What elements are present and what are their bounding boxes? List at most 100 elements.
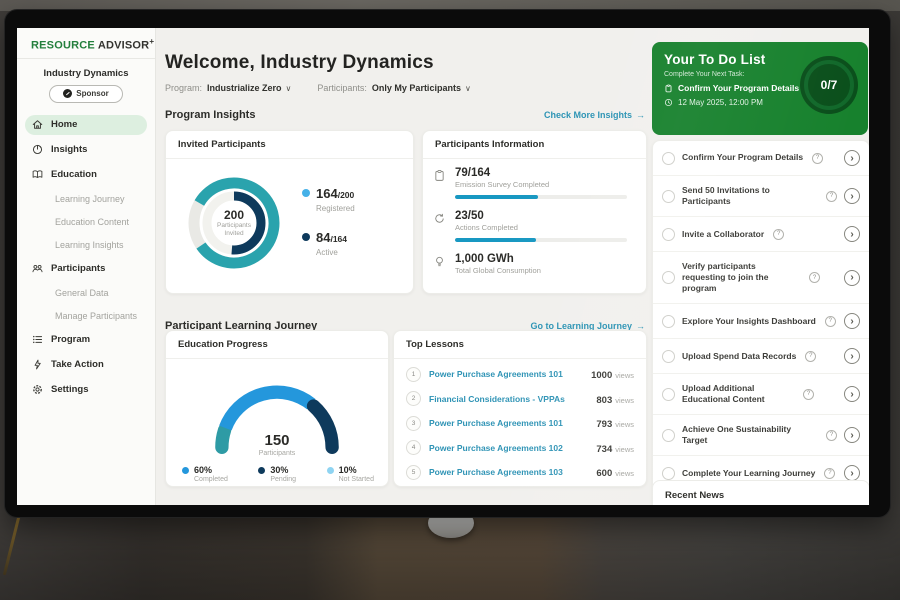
lesson-row[interactable]: 4 Power Purchase Agreements 102 734 views [394, 436, 646, 461]
program-filter[interactable]: Program: Industrialize Zero ∨ [165, 83, 291, 93]
lesson-rank: 5 [406, 464, 421, 480]
task-checkbox[interactable] [662, 271, 675, 285]
learning-journey-header: Participant Learning Journey Go to Learn… [165, 320, 645, 332]
gauge-center-value: 150 [264, 432, 290, 449]
task-row[interactable]: Achieve One Sustainability Target ? › [653, 415, 869, 457]
info-icon[interactable]: ? [824, 467, 836, 479]
sidebar-item-program[interactable]: Program [25, 330, 147, 350]
todo-due-date: 12 May 2025, 12:00 PM [664, 98, 800, 107]
task-go-button[interactable]: › [844, 348, 860, 365]
invited-participants-donut-chart: 200 Participants Invited [180, 169, 288, 277]
bulb-icon [433, 255, 447, 269]
lesson-row[interactable]: 5 Power Purchase Agreements 103 600 views [394, 460, 646, 485]
sidebar-item-home[interactable]: Home [25, 114, 147, 135]
task-row[interactable]: Invite a Collaborator ? › [653, 217, 869, 253]
sidebar-item-manage-participants[interactable]: Manage Participants [55, 310, 138, 321]
task-row[interactable]: Upload Spend Data Records ? › [653, 339, 869, 375]
lesson-link[interactable]: Power Purchase Agreements 101 [429, 369, 563, 380]
actions-icon [433, 212, 447, 226]
sponsor-label: Sponsor [76, 89, 109, 99]
info-icon[interactable]: ? [773, 228, 785, 240]
lesson-link[interactable]: Power Purchase Agreements 101 [429, 418, 563, 429]
task-go-button[interactable]: › [844, 269, 860, 286]
top-lessons-card: Top Lessons 1 Power Purchase Agreements … [393, 330, 647, 487]
sidebar-item-education-content[interactable]: Education Content [55, 216, 130, 227]
background-wall-top [0, 0, 900, 11]
lesson-link[interactable]: Financial Considerations - VPPAs [429, 393, 565, 404]
info-icon[interactable]: ? [826, 429, 837, 441]
task-row[interactable]: Confirm Your Program Details ? › [653, 141, 869, 176]
app-logo: RESOURCE ADVISOR+ [17, 28, 155, 59]
arrow-right-icon: → [636, 110, 645, 120]
chevron-down-icon: ∨ [464, 84, 471, 93]
info-icon[interactable]: ? [824, 315, 836, 327]
task-go-button[interactable]: › [844, 313, 860, 330]
task-checkbox[interactable] [662, 349, 675, 363]
info-icon[interactable]: ? [809, 272, 820, 284]
participants-filter-label: Participants: [317, 83, 367, 93]
legend-dot-active [302, 233, 310, 241]
task-row[interactable]: Send 50 Invitations to Participants ? › [653, 176, 869, 218]
invited-participants-title: Invited Participants [166, 131, 413, 159]
task-row[interactable]: Verify participants requesting to join t… [653, 252, 869, 305]
todo-panel: Your To Do List Complete Your Next Task:… [652, 28, 869, 505]
info-icon[interactable]: ? [812, 152, 824, 164]
lesson-row[interactable]: 1 Power Purchase Agreements 101 1000 view… [394, 362, 646, 387]
participants-filter[interactable]: Participants: Only My Participants ∨ [317, 83, 470, 93]
info-icon[interactable]: ? [803, 388, 814, 400]
task-checkbox[interactable] [662, 387, 675, 401]
sidebar-item-learning-journey[interactable]: Learning Journey [55, 193, 125, 204]
account-name: Industry Dynamics [43, 67, 129, 79]
task-row[interactable]: Explore Your Insights Dashboard ? › [653, 304, 869, 340]
legend-item-completed: 60% Completed [182, 465, 228, 483]
task-row[interactable]: Upload Additional Educational Content ? … [653, 374, 869, 416]
task-checkbox[interactable] [662, 189, 675, 203]
task-checkbox[interactable] [662, 314, 675, 328]
lesson-row[interactable]: 2 Financial Considerations - VPPAs 803 vi… [394, 387, 646, 412]
clipboard-icon [665, 84, 672, 92]
task-go-button[interactable]: › [844, 386, 860, 403]
task-go-button[interactable]: › [844, 226, 860, 243]
lesson-row[interactable]: 3 Power Purchase Agreements 101 793 views [394, 411, 646, 436]
lesson-rank: 4 [406, 440, 421, 456]
lesson-rank: 2 [406, 391, 421, 407]
lesson-link[interactable]: Power Purchase Agreements 102 [429, 442, 563, 453]
legend-dot-completed [182, 467, 189, 474]
participants-filter-value[interactable]: Only My Participants [371, 83, 461, 93]
go-to-learning-journey-link[interactable]: Go to Learning Journey → [530, 321, 645, 331]
task-checkbox[interactable] [662, 151, 675, 165]
info-icon[interactable]: ? [826, 190, 837, 202]
filters-bar: Program: Industrialize Zero ∨ Participants… [165, 83, 645, 93]
sidebar-item-settings[interactable]: Settings [25, 380, 147, 400]
todo-progress-ring: 0/7 [800, 56, 858, 114]
task-go-button[interactable]: › [844, 427, 860, 444]
task-go-button[interactable]: › [844, 150, 860, 166]
program-filter-value[interactable]: Industrialize Zero [207, 83, 282, 93]
program-filter-label: Program: [165, 83, 203, 93]
participants-icon [31, 262, 44, 275]
sponsor-badge[interactable]: Sponsor [49, 84, 123, 103]
logo-resource: RESOURCE [31, 39, 95, 52]
task-checkbox[interactable] [662, 227, 675, 241]
task-go-button[interactable]: › [844, 188, 860, 205]
lesson-link[interactable]: Power Purchase Agreements 103 [429, 467, 563, 478]
sidebar-item-participants[interactable]: Participants [25, 259, 147, 279]
education-icon [31, 168, 44, 181]
sidebar-item-insights[interactable]: Insights [25, 140, 147, 160]
task-checkbox[interactable] [662, 466, 675, 480]
legend-item-not-started: 10% Not Started [326, 465, 374, 483]
task-checkbox[interactable] [662, 428, 675, 442]
sidebar-item-general-data[interactable]: General Data [55, 287, 109, 298]
lesson-rank: 1 [406, 366, 421, 382]
sidebar-item-education[interactable]: Education [25, 165, 147, 185]
insights-icon [31, 143, 44, 156]
program-insights-title: Program Insights [165, 109, 256, 121]
gauge-legend: 60% Completed 30% Pending 10% Not Starte… [166, 457, 388, 483]
legend-dot-not-started [326, 467, 334, 474]
todo-task-list: Confirm Your Program Details ? › Send 50… [652, 140, 869, 505]
sidebar-item-learning-insights[interactable]: Learning Insights [55, 239, 124, 250]
info-icon[interactable]: ? [805, 350, 817, 362]
check-more-insights-link[interactable]: Check More Insights → [543, 110, 645, 120]
todo-summary-card: Your To Do List Complete Your Next Task:… [652, 42, 868, 135]
sidebar-item-take-action[interactable]: Take Action [25, 355, 147, 375]
